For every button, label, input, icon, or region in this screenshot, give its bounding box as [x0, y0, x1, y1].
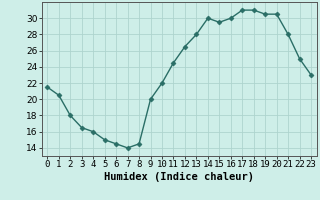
X-axis label: Humidex (Indice chaleur): Humidex (Indice chaleur) — [104, 172, 254, 182]
